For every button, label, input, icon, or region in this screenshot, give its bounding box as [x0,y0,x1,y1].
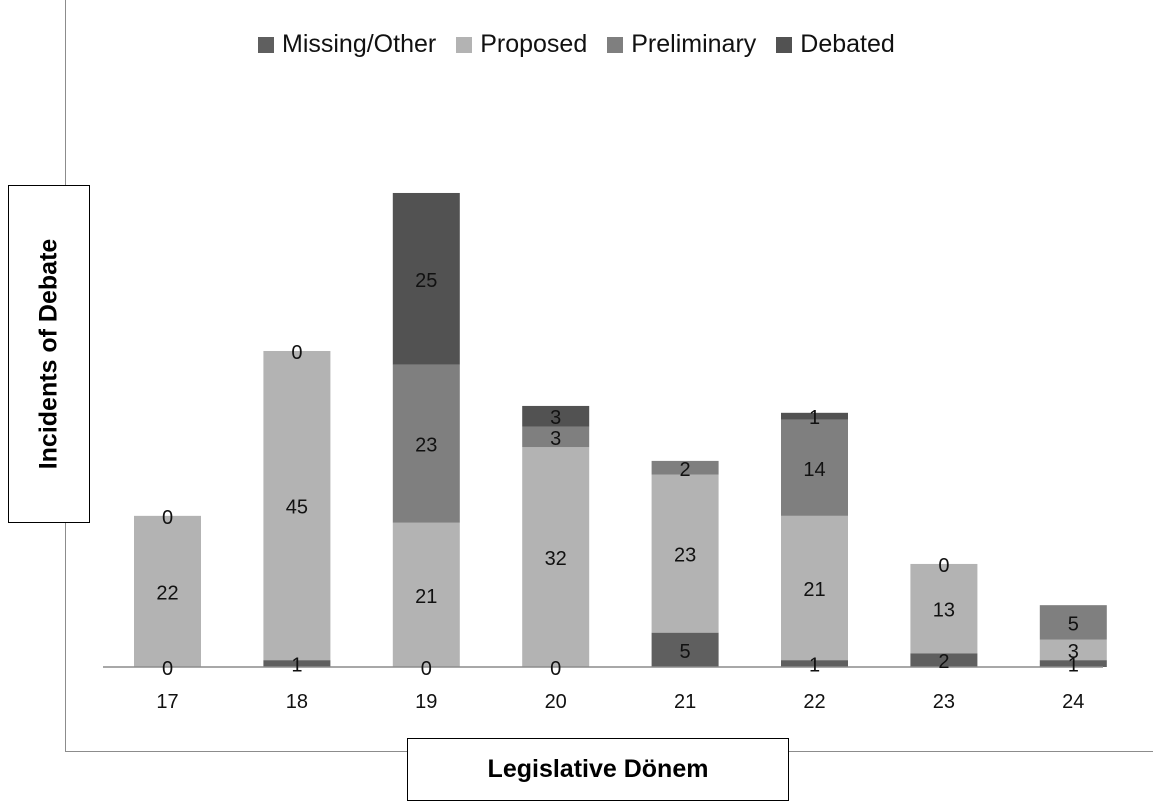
x-tick-label-23: 23 [933,691,955,713]
bar-segment-23-missing-other [910,653,978,667]
data-label-20-debated: 3 [550,407,561,429]
data-label-23-missing-other: 2 [938,651,949,673]
bar-segment-22-proposed [781,515,848,661]
bar-segment-23-proposed [910,563,978,654]
bar-segment-19-proposed [392,522,460,667]
legend-label: Debated [800,30,895,58]
data-label-20-preliminary: 3 [550,428,561,450]
data-label-23-preliminary: 0 [938,555,949,577]
legend-label: Proposed [480,30,588,58]
x-tick-label-18: 18 [286,691,308,713]
bar-segment-19-debated [392,192,460,365]
legend-entry-debated: Debated [776,30,895,59]
data-label-19-debated: 25 [415,270,437,292]
data-label-20-missing-other: 0 [550,658,561,680]
data-label-24-missing-other: 1 [1068,655,1079,677]
x-tick-label-22: 22 [803,691,825,713]
legend-swatch [258,36,274,53]
bar-segment-24-proposed [1039,639,1107,661]
data-label-20-proposed: 32 [545,548,567,570]
bar-segment-21-preliminary [651,460,719,475]
bar-segment-18-proposed [263,350,331,661]
bar-segment-24-missing-other [1039,660,1107,667]
legend-swatch [456,36,473,53]
data-label-18-proposed: 45 [286,497,308,519]
bar-segment-17-proposed [134,515,201,667]
x-tick-label-19: 19 [415,691,437,713]
data-label-18-preliminary: 0 [291,342,302,364]
data-label-22-debated: 1 [809,407,820,429]
legend-entry-preliminary: Preliminary [607,30,756,59]
data-label-17-proposed: 22 [156,582,178,604]
bar-segment-22-missing-other [781,660,848,667]
bar-segment-20-debated [522,405,590,427]
data-label-24-preliminary: 5 [1068,613,1079,635]
data-label-21-preliminary: 2 [680,459,691,481]
bar-segment-21-missing-other [651,632,719,667]
bar-segment-24-preliminary [1039,605,1107,640]
data-label-18-missing-other: 1 [291,655,302,677]
data-label-19-proposed: 21 [415,586,437,608]
x-tick-label-17: 17 [156,691,178,713]
data-label-23-proposed: 13 [933,600,955,622]
bar-segment-22-preliminary [781,419,848,516]
x-tick-label-21: 21 [674,691,696,713]
bar-segment-21-proposed [651,474,719,633]
data-label-22-missing-other: 1 [809,655,820,677]
data-label-21-missing-other: 5 [680,641,691,663]
y-axis-label-box: Incidents of Debate [8,185,90,523]
bar-segment-20-proposed [522,447,590,667]
legend-swatch [607,36,624,53]
bar-segment-19-preliminary [392,364,460,523]
x-tick-label-20: 20 [545,691,567,713]
x-axis-label-box: Legislative Dönem [407,738,789,801]
bar-segment-18-missing-other [263,660,331,667]
legend-swatch [776,36,793,53]
legend-entry-missing-other: Missing/Other [258,30,436,59]
y-axis-label: Incidents of Debate [34,238,63,470]
data-label-22-preliminary: 14 [803,459,825,481]
data-label-17-missing-other: 0 [162,658,173,680]
x-axis-label: Legislative Dönem [487,755,709,783]
legend-label: Preliminary [631,30,757,58]
legend: Missing/Other Proposed Preliminary Debated [258,30,895,59]
x-tick-label-24: 24 [1062,691,1084,713]
data-label-17-preliminary: 0 [162,507,173,529]
data-label-19-preliminary: 23 [415,435,437,457]
legend-label: Missing/Other [282,30,437,58]
data-label-19-missing-other: 0 [421,658,432,680]
data-label-24-proposed: 3 [1068,641,1079,663]
data-label-21-proposed: 23 [674,545,696,567]
bar-segment-22-debated [781,412,848,420]
data-label-22-proposed: 21 [803,579,825,601]
legend-entry-proposed: Proposed [456,30,587,59]
bar-segment-20-preliminary [522,426,590,448]
